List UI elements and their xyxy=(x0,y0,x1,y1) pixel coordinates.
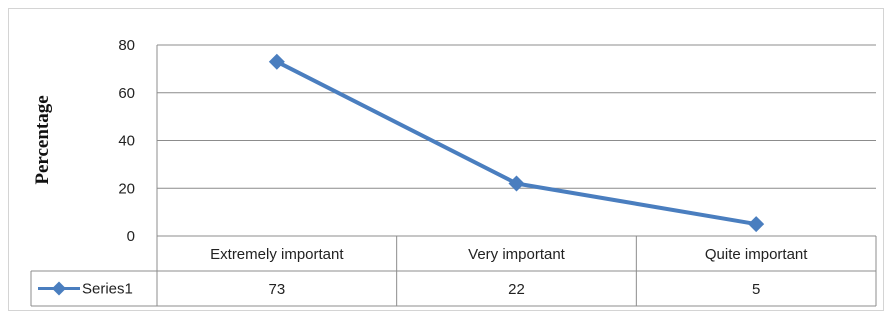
table-value: 73 xyxy=(268,281,285,298)
data-point-marker xyxy=(748,216,765,233)
y-tick-label-0: 0 xyxy=(127,228,135,245)
category-label: Quite important xyxy=(705,246,808,263)
y-tick-label-60: 60 xyxy=(118,85,135,102)
y-tick-label-20: 20 xyxy=(118,180,135,197)
chart-frame xyxy=(8,8,884,311)
legend-series-name: Series1 xyxy=(82,281,133,298)
data-point-marker xyxy=(268,53,285,70)
series-layer xyxy=(268,53,765,233)
y-tick-label-80: 80 xyxy=(118,37,135,54)
legend-key-marker xyxy=(52,281,66,296)
category-label: Very important xyxy=(468,246,566,263)
y-axis-label: Percentage xyxy=(32,95,53,184)
data-table: Extremely important Very important Quite i… xyxy=(30,235,877,307)
gridlines xyxy=(157,44,876,189)
table-value: 5 xyxy=(752,281,760,298)
category-label: Extremely important xyxy=(210,246,344,263)
y-axis: 0 20 40 60 80 xyxy=(118,37,158,245)
series-line xyxy=(275,59,757,227)
table-value: 22 xyxy=(508,281,525,298)
y-tick-label-40: 40 xyxy=(118,133,135,150)
data-point-marker xyxy=(508,175,525,192)
